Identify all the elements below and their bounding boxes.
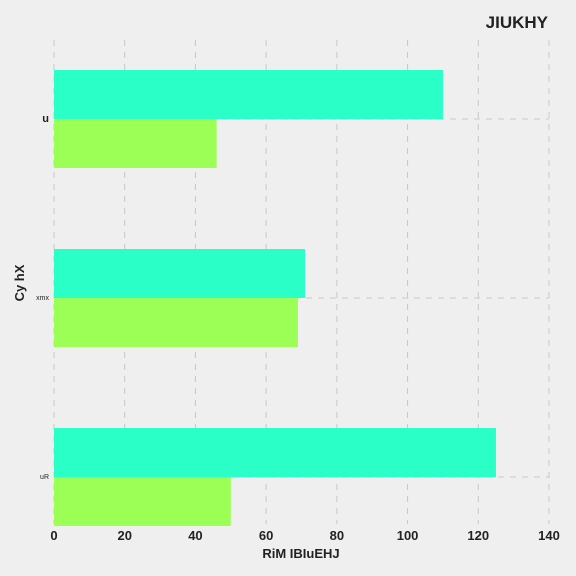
x-tick-label: 80 — [330, 528, 344, 543]
x-tick-label: 20 — [117, 528, 131, 543]
x-tick-label: 40 — [188, 528, 202, 543]
x-axis-ticks: 0 20 40 60 80 100 120 140 — [50, 528, 559, 543]
x-tick-label: 0 — [50, 528, 57, 543]
y-axis-title: Cy hX — [12, 264, 27, 301]
y-tick-label: uR — [40, 474, 49, 481]
x-tick-label: 120 — [467, 528, 489, 543]
bar-uR-series-1 — [54, 428, 496, 477]
chart-title: JIUKHY — [486, 13, 549, 32]
x-tick-label: 100 — [397, 528, 419, 543]
x-tick-label: 140 — [538, 528, 560, 543]
bar-u-series-2 — [54, 119, 217, 168]
bar-xmx-series-2 — [54, 298, 298, 347]
bar-u-series-1 — [54, 70, 443, 119]
bar-uR-series-2 — [54, 477, 231, 526]
y-tick-label: xmx — [36, 295, 49, 302]
y-axis-ticks: u xmx uR — [36, 113, 49, 481]
x-axis-title: RiM IBIuEHJ — [262, 546, 339, 561]
y-tick-label: u — [42, 113, 49, 125]
bar-xmx-series-1 — [54, 249, 306, 298]
x-tick-label: 60 — [259, 528, 273, 543]
bars — [54, 70, 496, 526]
